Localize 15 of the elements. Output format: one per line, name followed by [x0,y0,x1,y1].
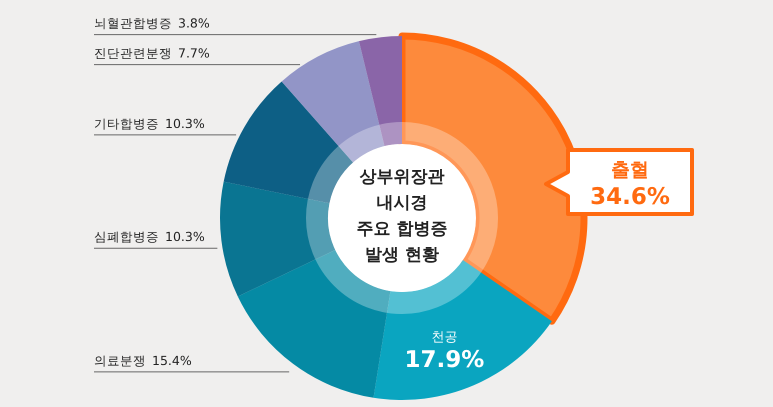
data-label: 10.3% [165,229,205,244]
data-label: 15.4% [152,352,192,368]
text: 상부위장관 내시경 주요 합병증 발생 현황 [356,167,448,265]
slice-label: 천공 [431,330,458,345]
data-label: 10.3% [165,116,205,131]
data-label: 7.7% [178,46,210,61]
slice-label: 의료분쟁 [94,352,146,368]
slice-label: 심폐합병증 [94,229,159,244]
data-label: 34.6% [590,184,670,210]
data-label: 17.9% [404,346,484,373]
slice-label: 진단관련분쟁 [94,46,172,61]
slice-label: 출혈 [611,159,649,181]
slice-label: 뇌혈관합병증 [94,16,172,31]
slice-label: 기타합병증 [94,116,159,131]
data-label: 3.8% [178,16,210,31]
